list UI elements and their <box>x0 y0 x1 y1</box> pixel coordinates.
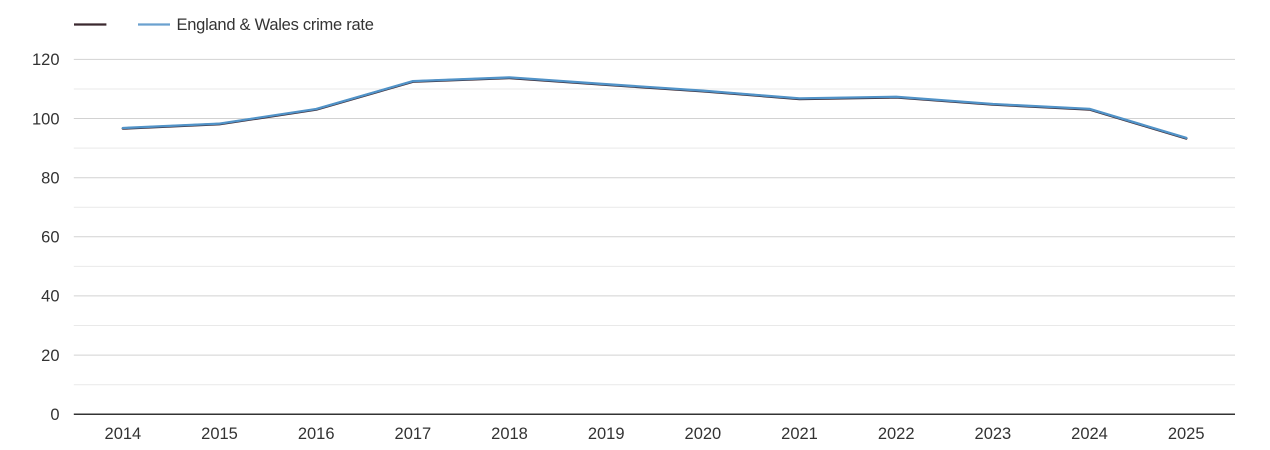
svg-text:120: 120 <box>32 51 60 69</box>
svg-text:2018: 2018 <box>491 425 528 443</box>
svg-text:2021: 2021 <box>781 425 818 443</box>
svg-text:2020: 2020 <box>685 425 722 443</box>
svg-text:100: 100 <box>32 110 60 128</box>
svg-text:2024: 2024 <box>1071 425 1108 443</box>
svg-text:2017: 2017 <box>395 425 432 443</box>
svg-text:2016: 2016 <box>298 425 335 443</box>
svg-text:England & Wales crime rate: England & Wales crime rate <box>177 16 374 34</box>
svg-text:60: 60 <box>41 229 59 247</box>
svg-text:2025: 2025 <box>1168 425 1205 443</box>
svg-text:0: 0 <box>50 406 59 424</box>
svg-text:2019: 2019 <box>588 425 625 443</box>
svg-text:80: 80 <box>41 170 59 188</box>
svg-text:40: 40 <box>41 288 59 306</box>
svg-text:2023: 2023 <box>975 425 1012 443</box>
svg-text:2015: 2015 <box>201 425 238 443</box>
svg-text:2022: 2022 <box>878 425 915 443</box>
svg-text:20: 20 <box>41 347 59 365</box>
svg-text:2014: 2014 <box>105 425 142 443</box>
